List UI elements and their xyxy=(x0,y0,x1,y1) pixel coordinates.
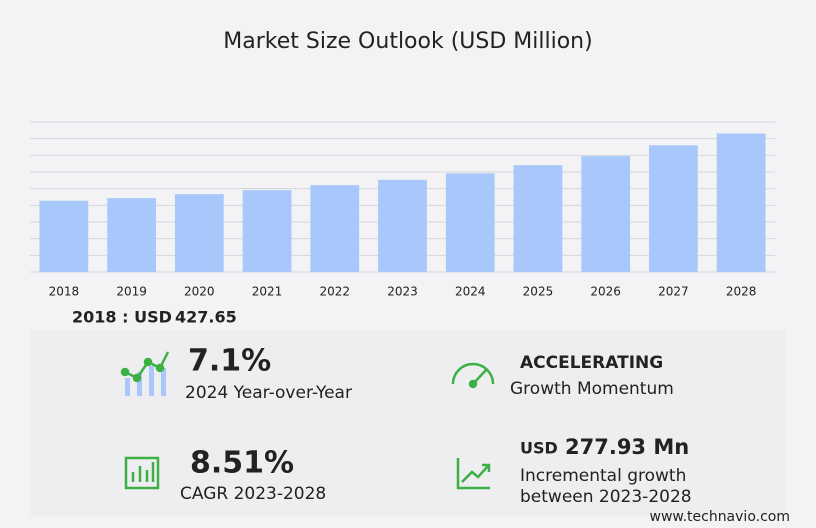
stat-value: ACCELERATING xyxy=(520,353,663,373)
cagr-icon xyxy=(124,456,160,490)
stat-label: CAGR 2023-2028 xyxy=(180,484,326,504)
bar xyxy=(649,145,698,272)
x-tick-label: 2025 xyxy=(523,285,554,299)
bar xyxy=(39,200,89,272)
footer: www.technavio.com xyxy=(650,509,791,525)
x-tick-label: 2026 xyxy=(590,285,621,299)
stat-value: 277.93 Mn xyxy=(565,435,689,459)
stat-value: 7.1% xyxy=(188,344,271,379)
x-tick-label: 2023 xyxy=(387,285,418,299)
x-tick-label: 2027 xyxy=(658,285,689,299)
increment-icon xyxy=(456,458,491,490)
stat-label: Incremental growth xyxy=(520,466,686,486)
stat-label: between 2023-2028 xyxy=(520,487,692,507)
x-tick-label: 2019 xyxy=(116,285,147,299)
momentum-icon xyxy=(451,362,495,389)
x-tick-label: 2024 xyxy=(455,285,486,299)
x-tick-label: 2018 xyxy=(49,285,80,299)
bar xyxy=(107,198,156,272)
bar xyxy=(581,156,631,272)
highlight-label: 2018 : USD xyxy=(72,308,172,327)
bar xyxy=(445,173,495,272)
x-tick-label: 2022 xyxy=(319,285,350,299)
bar xyxy=(716,133,766,272)
bar xyxy=(310,185,360,272)
x-tick-label: 2028 xyxy=(726,285,757,299)
bar xyxy=(513,165,563,272)
stat-label: 2024 Year-over-Year xyxy=(185,383,352,403)
x-tick-label: 2021 xyxy=(252,285,283,299)
bar xyxy=(174,194,224,272)
bar xyxy=(378,179,427,272)
stats-panel xyxy=(30,330,786,516)
stat-label: Growth Momentum xyxy=(510,379,674,399)
chart-title: Market Size Outlook (USD Million) xyxy=(223,29,592,54)
yoy-icon xyxy=(120,351,170,396)
bar xyxy=(242,190,292,272)
stat-unit: USD xyxy=(520,439,558,458)
x-tick-label: 2020 xyxy=(184,285,215,299)
highlight-value: 427.65 xyxy=(175,308,237,327)
stat-value: 8.51% xyxy=(190,446,294,481)
